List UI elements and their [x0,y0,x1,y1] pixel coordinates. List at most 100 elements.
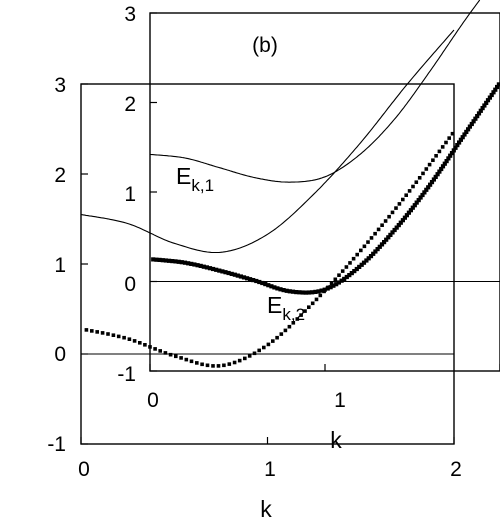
front-series-e-k-2-point [410,205,415,210]
front-series-e-k-2-point [457,140,462,145]
front-series-e-k-2-point [226,270,231,276]
back-series-lower-dotted-point [366,240,370,244]
front-series-e-k-2-point [366,256,371,261]
back-series-lower-dotted-point [247,354,252,358]
back-series-lower-dotted-point [340,269,345,273]
back-series-upper-thin [80,29,455,254]
back-series-lower-dotted-point [106,332,110,336]
back-series-lower-dotted-point [252,351,257,356]
front-series-e-k-2-point [331,283,336,288]
front-series-e-k-2-point [469,121,474,127]
front-series-e-k-2-point [444,159,449,164]
front-series-e-k-2-point [431,177,436,182]
front-series-e-k-2-point [476,111,482,116]
back-series-lower-dotted-point [314,297,319,302]
front-series-e-k-2-point [173,259,178,264]
back-x-tick-label: 1 [264,458,276,481]
front-series-e-k-2-point [339,278,344,283]
front-series-e-k-2-point [195,263,200,268]
front-series-e-k-2-point [290,289,296,294]
front-series-e-k-2-point [435,172,440,177]
back-series-lower-dotted-point [279,332,284,336]
front-series-e-k-2-point [467,124,472,129]
front-series-e-k-2-point [154,257,159,262]
front-series-e-k-2-point [489,92,494,98]
panel-label: (b) [252,34,278,57]
series-label-e-k2-main: E [267,292,282,318]
back-series-lower-dotted-point [424,167,429,171]
front-series-e-k-2-point [487,95,492,100]
back-series-lower-dotted-point [257,348,261,353]
front-series-e-k-2-point [496,82,500,87]
front-series-e-k-2-point [414,200,419,205]
front-series-e-k-2-point [342,276,347,281]
back-series-lower-dotted-point [394,206,398,210]
back-series-lower-dotted-point [295,317,300,321]
front-y-tick-label: -1 [117,363,136,386]
front-series-e-k-2-point [157,257,162,262]
front-series-e-k-2-point [422,190,427,195]
front-series-e-k-2-point [426,185,431,190]
front-series-e-k-2-point [446,156,451,161]
front-series-e-k-2-point [416,198,421,203]
back-series-lower-dotted-point [111,333,116,337]
back-series-lower-dotted-point [383,219,388,223]
back-series-lower-dotted-point [380,223,384,227]
front-series-e-k-2-point [390,230,395,235]
back-series-lower-dotted-point [444,140,448,145]
back-plot-frame [80,83,455,445]
front-series-e-k-2-point [300,290,305,295]
back-series-lower-dotted [84,131,455,368]
back-series-lower-dotted-point [387,214,391,219]
front-series-e-k-2-point [263,282,268,287]
front-series-e-k-2-point [493,87,498,92]
back-series-lower-dotted-point [401,197,405,202]
front-series-e-k-2 [151,82,500,295]
back-series-lower-dotted-point [275,335,279,340]
back-series-lower-dotted-point [227,362,232,366]
front-series-e-k-2-point [398,220,403,225]
back-series-lower-dotted-point [262,345,266,350]
back-series-lower-dotted-point [299,313,303,317]
back-panel: 3 2 1 0 -1 0 1 2 k [47,29,462,522]
front-series-e-k-2-point [396,223,401,228]
back-x-axis-title: k [260,496,272,522]
back-series-lower-dotted-point [450,131,455,136]
front-series-e-k-2-point [192,262,197,267]
front-series-e-k-2-point [316,289,321,294]
front-series-e-k-2-point [442,161,447,166]
front-series-e-k-2-point [176,259,181,264]
back-series-lower-dotted-point [158,349,162,353]
front-series-e-k-2-point [466,127,471,132]
front-series-e-k-2-point [352,269,357,274]
back-series-lower-dotted-point [307,305,311,309]
front-series-e-k-2-point [306,290,312,295]
front-series-e-k-2-point [361,260,367,265]
back-series-lower-dotted-point [211,364,215,368]
back-series-lower-dotted-point [271,339,275,343]
front-series-e-k-2-point [357,264,362,269]
front-series-e-k-2-point [260,280,265,286]
front-series-e-k-2-point [254,278,259,284]
front-series-e-k-2-point [384,237,389,242]
front-series-e-k-2-point [455,143,460,148]
front-series-e-k-2-point [420,192,425,198]
front-series-e-k-2-point [471,119,476,124]
front-x-tick-label: 0 [147,389,159,412]
front-series-e-k-2-point [429,180,435,185]
back-series-lower-dotted-point [163,351,168,355]
series-label-e-k2-subscript: k,2 [282,305,305,324]
back-series-lower-dotted-point [355,252,359,257]
front-series-e-k-2-point [229,271,234,276]
front-series-e-k-2-point [428,182,433,187]
front-series-e-k-2-point [251,278,256,283]
front-series-e-k-2-point [266,283,271,288]
front-series-e-k-2-point [313,289,318,294]
front-series-e-k-2-point [349,271,354,276]
back-series-lower-dotted-point [174,354,178,359]
front-x-tick-label: 1 [334,389,346,412]
front-series-e-k-2-point [408,208,413,213]
back-series-lower-dotted-point [205,363,210,368]
back-series-lower-dotted-point [431,158,435,162]
